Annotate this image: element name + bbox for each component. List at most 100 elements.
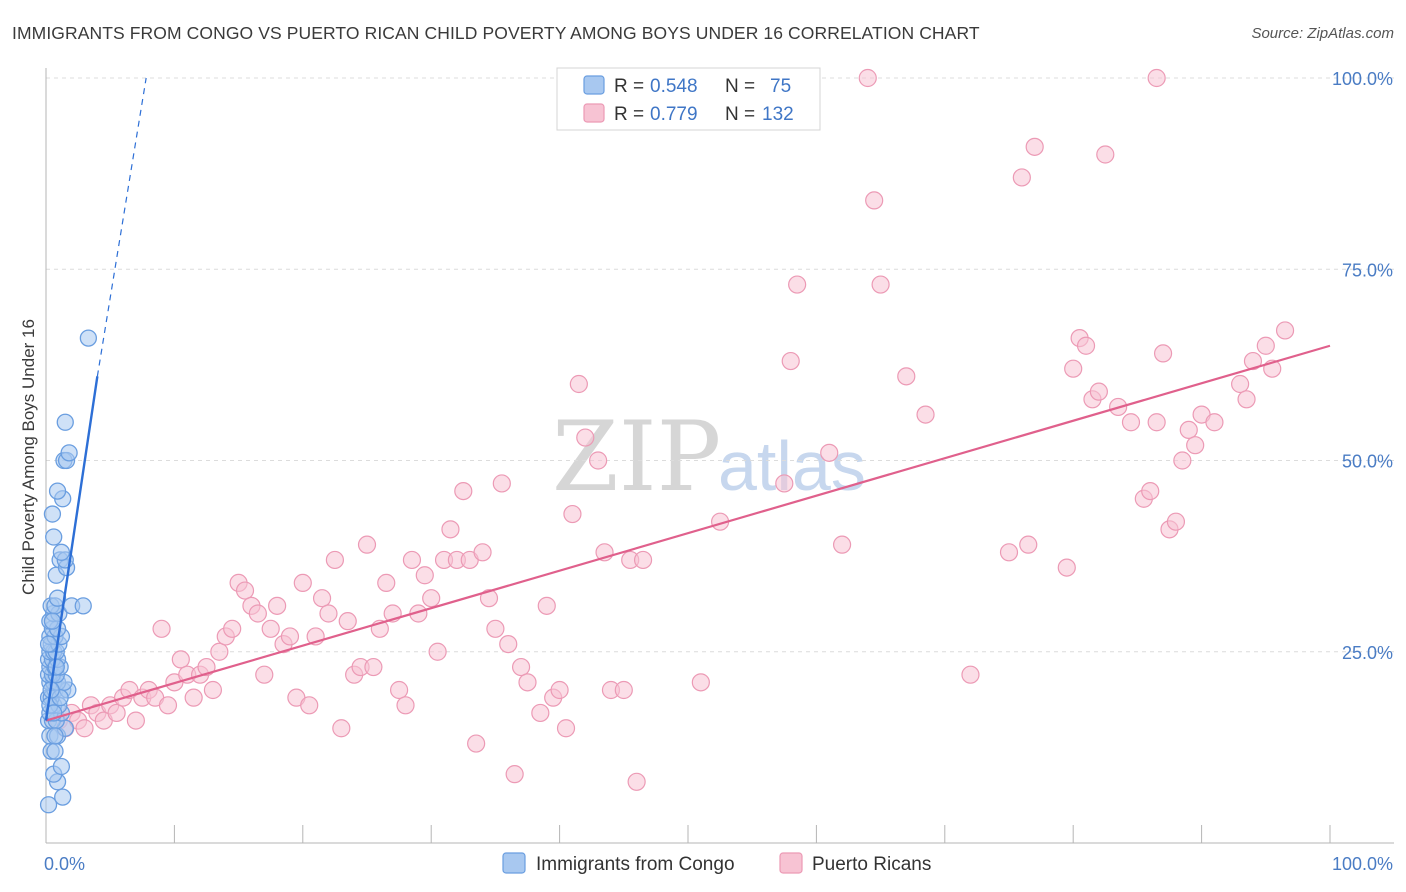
point-immigrants-from-congo [60, 444, 78, 462]
point-puerto-ricans [1057, 558, 1076, 577]
legend-r-label-puerto-ricans: R = [614, 104, 644, 125]
point-puerto-ricans [280, 627, 300, 646]
point-puerto-ricans [235, 581, 255, 600]
point-puerto-ricans [633, 550, 653, 570]
point-puerto-ricans [261, 619, 280, 638]
point-puerto-ricans [1231, 374, 1250, 394]
point-puerto-ricans [312, 589, 332, 608]
point-puerto-ricans [171, 650, 190, 669]
point-puerto-ricans [454, 482, 473, 501]
bottom-legend-swatch-congo [502, 852, 526, 874]
point-puerto-ricans [390, 680, 409, 700]
point-puerto-ricans [1141, 482, 1160, 501]
point-puerto-ricans [550, 680, 569, 700]
point-puerto-ricans [467, 734, 486, 753]
point-puerto-ricans [184, 688, 203, 707]
point-puerto-ricans [1256, 336, 1275, 355]
bottom-legend-swatch-puerto-ricans [779, 852, 803, 874]
point-puerto-ricans [1166, 512, 1186, 531]
point-puerto-ricans [357, 535, 377, 554]
point-puerto-ricans [364, 657, 383, 677]
point-puerto-ricans [1025, 137, 1044, 156]
trend-line-congo-extension [96, 77, 147, 377]
series-legend: Immigrants from Congo Puerto Ricans [502, 852, 931, 875]
point-puerto-ricans [396, 696, 415, 715]
trend-lines [44, 77, 1331, 722]
legend-r-label-congo: R = [614, 76, 644, 97]
bottom-legend-label-congo: Immigrants from Congo [536, 854, 735, 875]
point-immigrants-from-congo [52, 757, 71, 776]
point-puerto-ricans [569, 374, 588, 394]
point-puerto-ricans [377, 573, 396, 593]
point-puerto-ricans [441, 520, 460, 539]
legend-swatch-congo [583, 75, 605, 95]
point-puerto-ricans [197, 657, 216, 677]
point-puerto-ricans [820, 443, 839, 462]
point-puerto-ricans [614, 680, 633, 700]
point-puerto-ricans [319, 604, 338, 623]
legend-r-value-congo: 0.548 [650, 76, 698, 97]
point-puerto-ricans [1147, 413, 1166, 432]
bottom-legend-label-puerto-ricans: Puerto Ricans [812, 854, 931, 875]
point-puerto-ricans [537, 596, 556, 615]
point-puerto-ricans [897, 367, 916, 386]
source-credit: Source: ZipAtlas.com [1251, 25, 1394, 42]
point-puerto-ricans [268, 596, 287, 615]
point-immigrants-from-congo [46, 742, 64, 760]
point-puerto-ricans [479, 589, 499, 608]
point-immigrants-from-congo [43, 505, 62, 523]
legend-n-value-puerto-ricans: 132 [762, 104, 794, 125]
trend-line-puerto-ricans [45, 344, 1331, 722]
gridlines [46, 77, 1394, 653]
point-puerto-ricans [1096, 145, 1115, 164]
point-puerto-ricans [556, 719, 576, 738]
point-immigrants-from-congo [48, 589, 67, 607]
point-puerto-ricans [1076, 336, 1096, 355]
point-puerto-ricans [1237, 390, 1256, 409]
y-tick-label: 75.0% [1342, 260, 1393, 280]
watermark-atlas: atlas [718, 427, 866, 505]
tick-labels: 25.0% 50.0% 75.0% 100.0% 0.0% 100.0% [44, 69, 1393, 874]
point-puerto-ricans [1019, 535, 1038, 554]
point-puerto-ricans [691, 673, 710, 692]
point-immigrants-from-congo [56, 413, 74, 431]
x-tick-label: 0.0% [44, 854, 85, 874]
legend-n-label-congo: N = [725, 76, 755, 97]
point-puerto-ricans [775, 474, 794, 493]
point-immigrants-from-congo [45, 528, 63, 546]
point-puerto-ricans [627, 772, 646, 791]
point-immigrants-from-congo [46, 727, 64, 745]
watermark-zip: ZIP [552, 401, 721, 513]
point-puerto-ricans [499, 634, 518, 654]
point-immigrants-from-congo [39, 796, 58, 814]
point-puerto-ricans [402, 550, 422, 570]
point-puerto-ricans [1186, 436, 1205, 455]
point-puerto-ricans [293, 573, 312, 593]
point-puerto-ricans [1179, 420, 1198, 439]
chart-title: IMMIGRANTS FROM CONGO VS PUERTO RICAN CH… [12, 23, 980, 43]
point-puerto-ricans [325, 550, 344, 570]
point-puerto-ricans [788, 275, 807, 294]
point-puerto-ricans [531, 703, 550, 723]
point-puerto-ricans [871, 275, 890, 294]
point-puerto-ricans [338, 612, 357, 631]
point-puerto-ricans [152, 619, 171, 638]
point-puerto-ricans [865, 191, 884, 210]
point-puerto-ricans [428, 642, 447, 661]
point-puerto-ricans [832, 535, 852, 554]
point-puerto-ricans [1205, 413, 1224, 432]
point-puerto-ricans [1153, 344, 1173, 363]
point-puerto-ricans [589, 451, 608, 470]
point-puerto-ricans [126, 711, 145, 730]
point-puerto-ricans [107, 703, 126, 723]
point-puerto-ricans [1147, 68, 1166, 88]
y-axis-label: Child Poverty Among Boys Under 16 [19, 319, 38, 595]
point-puerto-ricans [781, 351, 800, 371]
legend-n-label-puerto-ricans: N = [725, 104, 755, 125]
point-puerto-ricans [300, 696, 319, 715]
point-puerto-ricans [916, 405, 935, 424]
point-puerto-ricans [415, 566, 434, 585]
point-puerto-ricans [1243, 351, 1263, 371]
point-puerto-ricans [1089, 382, 1108, 401]
